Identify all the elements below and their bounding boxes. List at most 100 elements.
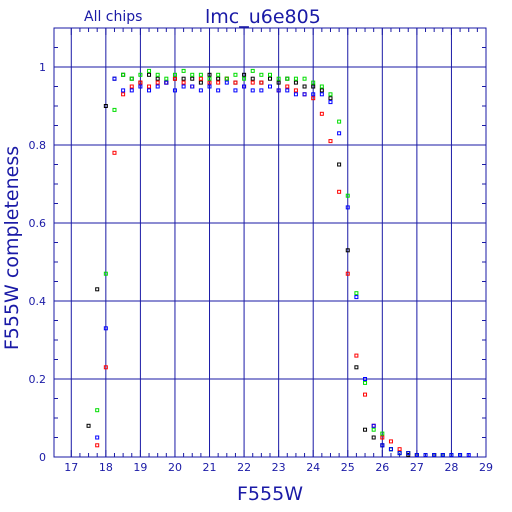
y-tick-label: 0.2 bbox=[29, 373, 47, 386]
data-point bbox=[164, 76, 169, 81]
data-point bbox=[155, 84, 160, 89]
data-point bbox=[147, 68, 152, 73]
data-point bbox=[147, 84, 152, 89]
data-point bbox=[423, 453, 428, 458]
x-tick-label: 24 bbox=[306, 461, 320, 474]
data-point bbox=[268, 72, 272, 77]
axis-ticks bbox=[54, 27, 487, 458]
x-tick-label: 23 bbox=[272, 461, 286, 474]
data-point bbox=[388, 439, 393, 444]
y-tick-label: 0.6 bbox=[29, 217, 47, 230]
data-point bbox=[147, 88, 152, 93]
data-point bbox=[380, 443, 385, 448]
data-point bbox=[181, 84, 186, 89]
data-point bbox=[293, 80, 298, 85]
data-point bbox=[328, 139, 333, 144]
x-tick-label: 27 bbox=[410, 461, 424, 474]
data-point bbox=[233, 80, 238, 85]
data-point bbox=[250, 68, 255, 73]
data-point bbox=[345, 193, 350, 198]
data-point bbox=[95, 435, 100, 440]
plot-frame bbox=[53, 27, 487, 458]
data-point bbox=[207, 80, 212, 85]
data-point bbox=[233, 72, 238, 77]
data-point bbox=[276, 80, 281, 85]
data-point bbox=[190, 76, 195, 81]
data-point bbox=[449, 453, 454, 458]
data-point bbox=[328, 96, 333, 101]
data-point bbox=[319, 88, 324, 93]
data-point bbox=[155, 80, 160, 85]
data-point bbox=[250, 80, 255, 85]
data-point bbox=[129, 84, 134, 89]
data-point bbox=[363, 392, 368, 397]
x-tick-label: 20 bbox=[168, 461, 182, 474]
data-point bbox=[311, 84, 316, 89]
data-point bbox=[103, 271, 108, 276]
x-tick-label: 21 bbox=[203, 461, 217, 474]
data-point bbox=[293, 76, 298, 81]
data-point bbox=[242, 72, 247, 77]
data-point bbox=[380, 435, 385, 440]
x-tick-label: 19 bbox=[133, 461, 147, 474]
chart-subtitle: All chips bbox=[84, 9, 142, 25]
data-point bbox=[328, 92, 333, 97]
data-point bbox=[397, 447, 402, 452]
data-points bbox=[86, 68, 471, 458]
data-point bbox=[198, 76, 203, 81]
x-axis-label: F555W bbox=[237, 483, 303, 505]
data-point bbox=[198, 72, 203, 77]
data-point bbox=[440, 453, 445, 458]
data-point bbox=[406, 451, 411, 456]
grid-lines bbox=[54, 28, 487, 458]
data-point bbox=[259, 80, 264, 85]
data-point bbox=[388, 447, 393, 452]
data-point bbox=[95, 287, 100, 292]
data-point bbox=[216, 76, 221, 81]
data-point bbox=[250, 88, 255, 93]
data-point bbox=[172, 72, 177, 77]
data-point bbox=[397, 451, 402, 456]
data-point bbox=[276, 76, 281, 81]
data-point bbox=[363, 377, 368, 381]
data-point bbox=[371, 435, 376, 440]
y-tick-labels: 0 0.2 0.4 0.6 0.8 1 bbox=[29, 61, 47, 464]
data-point bbox=[86, 423, 91, 428]
data-point bbox=[121, 92, 126, 97]
data-point bbox=[181, 76, 186, 81]
data-point bbox=[337, 189, 342, 194]
data-point bbox=[172, 88, 177, 93]
x-tick-label: 26 bbox=[375, 461, 389, 474]
data-point bbox=[216, 88, 221, 93]
x-tick-label: 28 bbox=[444, 461, 458, 474]
data-point bbox=[466, 453, 471, 458]
data-point bbox=[268, 76, 272, 81]
data-point bbox=[354, 291, 359, 296]
data-point bbox=[242, 76, 247, 81]
data-point bbox=[319, 111, 324, 116]
data-point bbox=[363, 427, 368, 432]
data-point bbox=[138, 84, 143, 89]
data-point bbox=[302, 76, 307, 81]
data-point bbox=[414, 453, 419, 458]
data-point bbox=[458, 453, 463, 458]
data-point bbox=[345, 205, 350, 210]
data-point bbox=[250, 76, 255, 81]
data-point bbox=[112, 107, 117, 112]
data-point bbox=[103, 104, 108, 108]
data-point bbox=[259, 72, 264, 77]
data-point bbox=[112, 150, 117, 155]
y-axis-label: F555W completeness bbox=[1, 146, 23, 350]
data-point bbox=[129, 76, 134, 81]
data-point bbox=[224, 76, 229, 81]
data-point bbox=[259, 88, 264, 93]
y-tick-label: 0 bbox=[39, 451, 46, 464]
data-point bbox=[103, 365, 108, 370]
data-point bbox=[198, 80, 203, 85]
data-point bbox=[311, 96, 316, 101]
data-point bbox=[121, 88, 126, 93]
y-tick-label: 0.8 bbox=[29, 139, 47, 152]
data-point bbox=[224, 80, 229, 85]
data-point bbox=[103, 326, 108, 331]
